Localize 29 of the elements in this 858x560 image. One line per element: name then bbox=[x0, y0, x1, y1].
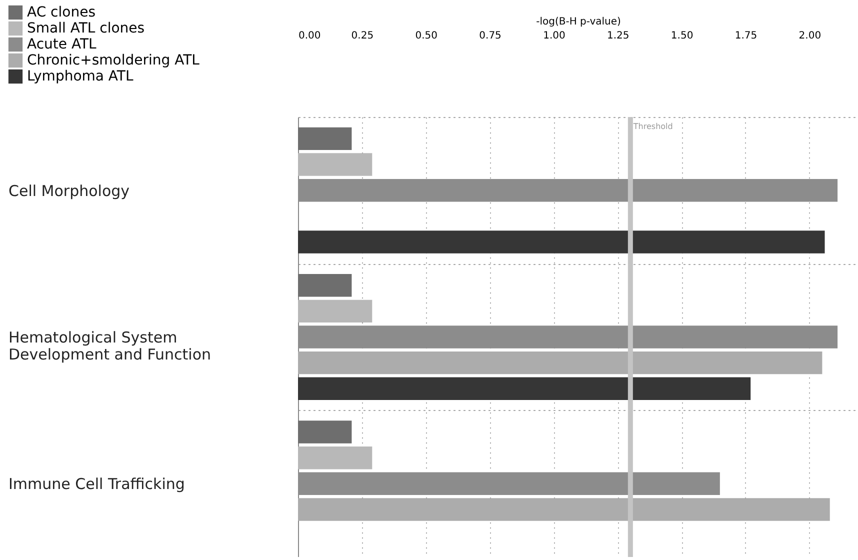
bar bbox=[298, 420, 352, 444]
y-tick-label: Cell Morphology bbox=[8, 182, 130, 200]
x-tick-label: 0.50 bbox=[415, 30, 438, 42]
legend-label: Acute ATL bbox=[27, 36, 96, 52]
x-tick-label: 1.50 bbox=[670, 30, 694, 42]
bar bbox=[298, 446, 372, 470]
y-tick-label: Immune Cell Trafficking bbox=[8, 475, 185, 494]
bar bbox=[298, 351, 822, 374]
x-tick-label: 0.75 bbox=[479, 30, 502, 42]
x-tick-label: 1.25 bbox=[607, 30, 630, 42]
bar bbox=[298, 300, 372, 323]
bar bbox=[298, 153, 372, 176]
x-tick-label: 1.00 bbox=[543, 30, 566, 42]
legend-label: Chronic+smoldering ATL bbox=[27, 52, 200, 68]
x-tick-label: 2.00 bbox=[798, 30, 822, 42]
legend-label: Lymphoma ATL bbox=[27, 68, 134, 84]
x-tick-label: 0.25 bbox=[351, 30, 374, 42]
bar bbox=[298, 230, 825, 254]
ref-line-label: Threshold bbox=[632, 122, 673, 131]
bar bbox=[298, 274, 352, 297]
y-tick-label: Hematological System Development and Function bbox=[8, 328, 212, 364]
legend-label: AC clones bbox=[27, 4, 96, 20]
bar bbox=[298, 498, 830, 521]
legend-label: Small ATL clones bbox=[27, 20, 145, 36]
x-tick-label: 0.00 bbox=[298, 30, 321, 42]
x-axis-title: -log(B-H p-value) bbox=[536, 16, 622, 28]
bar bbox=[298, 377, 751, 400]
x-tick-label: 1.75 bbox=[734, 30, 758, 42]
bar bbox=[298, 127, 352, 150]
